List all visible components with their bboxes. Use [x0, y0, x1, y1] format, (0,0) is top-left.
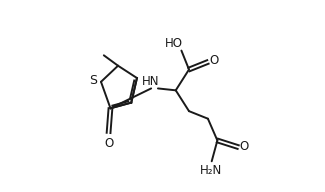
Text: O: O	[210, 55, 219, 68]
Text: S: S	[89, 74, 98, 87]
Text: O: O	[240, 140, 249, 153]
Text: H₂N: H₂N	[200, 164, 222, 177]
Text: HO: HO	[165, 37, 183, 50]
Text: O: O	[104, 137, 113, 150]
Text: HN: HN	[142, 75, 160, 88]
